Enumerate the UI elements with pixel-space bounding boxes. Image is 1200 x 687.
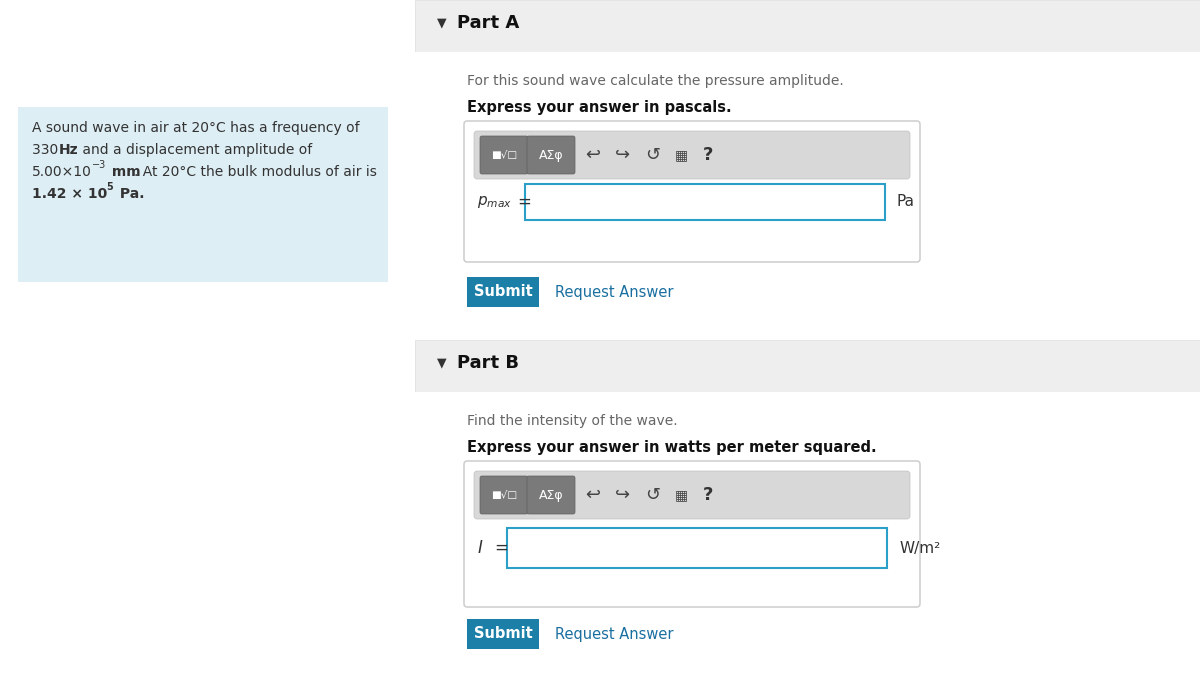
Text: 5: 5 [106, 182, 113, 192]
Text: ▦: ▦ [674, 488, 688, 502]
Text: mm: mm [107, 165, 140, 179]
Text: ΑΣφ: ΑΣφ [539, 488, 563, 502]
Bar [415, 52, 1200, 362]
Text: $I$: $I$ [478, 539, 484, 557]
Bar [415, 0, 1200, 52]
FancyBboxPatch shape [527, 136, 575, 174]
Text: Submit: Submit [474, 627, 533, 642]
Text: Submit: Submit [474, 284, 533, 300]
Text: 1.42 × 10: 1.42 × 10 [32, 187, 107, 201]
Text: ■√□: ■√□ [491, 150, 517, 160]
Text: ▦: ▦ [674, 148, 688, 162]
Text: and a displacement amplitude of: and a displacement amplitude of [78, 143, 312, 157]
FancyBboxPatch shape [480, 476, 528, 514]
Text: ■√□: ■√□ [491, 490, 517, 500]
Text: ↪: ↪ [616, 486, 630, 504]
Bar [467, 619, 539, 649]
Text: =: = [494, 539, 508, 557]
Text: 5.00×10: 5.00×10 [32, 165, 92, 179]
Bar [467, 277, 539, 307]
FancyBboxPatch shape [474, 471, 910, 519]
Text: ↪: ↪ [616, 146, 630, 164]
Text: =: = [517, 193, 530, 211]
Text: ?: ? [703, 486, 713, 504]
Text: ↺: ↺ [646, 146, 660, 164]
Text: W/m²: W/m² [899, 541, 941, 556]
Text: Part B: Part B [457, 354, 520, 372]
FancyBboxPatch shape [527, 476, 575, 514]
Bar [415, 340, 1200, 392]
FancyBboxPatch shape [474, 131, 910, 179]
Bar [508, 528, 887, 568]
Text: Hz: Hz [59, 143, 79, 157]
Text: Find the intensity of the wave.: Find the intensity of the wave. [467, 414, 678, 428]
Text: ▼: ▼ [437, 16, 446, 29]
Text: Request Answer: Request Answer [554, 627, 673, 642]
Text: ↩: ↩ [586, 486, 600, 504]
FancyBboxPatch shape [464, 461, 920, 607]
Bar [18, 107, 388, 282]
Text: Request Answer: Request Answer [554, 284, 673, 300]
Text: ↩: ↩ [586, 146, 600, 164]
Text: Express your answer in pascals.: Express your answer in pascals. [467, 100, 732, 115]
Text: ΑΣφ: ΑΣφ [539, 148, 563, 161]
Text: 330: 330 [32, 143, 62, 157]
Text: For this sound wave calculate the pressure amplitude.: For this sound wave calculate the pressu… [467, 74, 844, 88]
Text: ▼: ▼ [437, 356, 446, 369]
Text: $p_{max}$: $p_{max}$ [478, 194, 512, 210]
FancyBboxPatch shape [464, 121, 920, 262]
FancyBboxPatch shape [480, 136, 528, 174]
Text: ?: ? [703, 146, 713, 164]
Text: A sound wave in air at 20°C has a frequency of: A sound wave in air at 20°C has a freque… [32, 121, 360, 135]
Text: Pa.: Pa. [115, 187, 144, 201]
Bar [526, 184, 886, 220]
Text: Express your answer in watts per meter squared.: Express your answer in watts per meter s… [467, 440, 877, 455]
Text: −3: −3 [92, 160, 107, 170]
Text: ↺: ↺ [646, 486, 660, 504]
Text: Pa: Pa [898, 194, 916, 210]
Text: Part A: Part A [457, 14, 520, 32]
Bar [415, 392, 1200, 687]
Text: . At 20°C the bulk modulus of air is: . At 20°C the bulk modulus of air is [134, 165, 377, 179]
